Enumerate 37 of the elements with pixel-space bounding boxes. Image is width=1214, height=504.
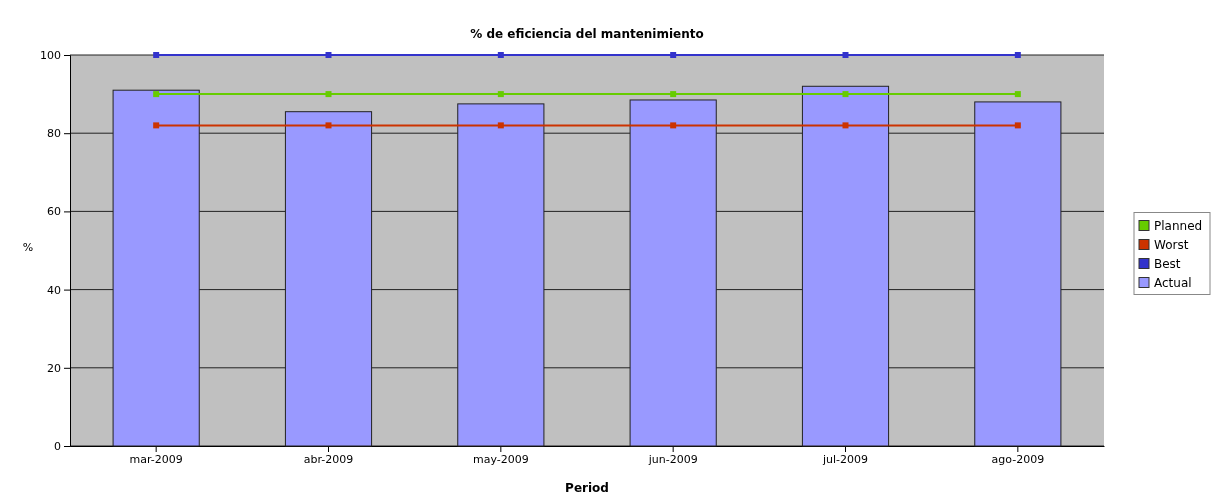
point bbox=[842, 52, 849, 58]
point bbox=[325, 52, 332, 58]
point bbox=[670, 91, 677, 98]
y-tick-label: 60 bbox=[47, 205, 61, 219]
point bbox=[1014, 52, 1021, 58]
y-tick-label: 100 bbox=[40, 49, 61, 63]
point bbox=[842, 91, 849, 98]
point bbox=[153, 52, 160, 58]
x-tick-label: may-2009 bbox=[472, 452, 529, 466]
point bbox=[670, 122, 677, 129]
point bbox=[153, 91, 160, 98]
x-tick-label: mar-2009 bbox=[129, 452, 183, 466]
legend-label: Worst bbox=[1154, 237, 1189, 252]
y-tick-label: 0 bbox=[54, 440, 61, 454]
x-tick-label: jun-2009 bbox=[647, 452, 698, 466]
y-tick-label: 20 bbox=[47, 361, 61, 375]
point bbox=[670, 52, 677, 58]
point bbox=[1014, 91, 1021, 98]
legend-label: Planned bbox=[1154, 218, 1203, 233]
y-axis-title: % bbox=[22, 240, 34, 254]
point bbox=[153, 122, 160, 129]
x-tick-label: ago-2009 bbox=[991, 452, 1045, 466]
point bbox=[1014, 122, 1021, 129]
legend-label: Best bbox=[1154, 256, 1181, 271]
y-tick-label: 80 bbox=[47, 127, 61, 141]
point bbox=[497, 122, 504, 129]
y-tick-label: 40 bbox=[47, 283, 61, 297]
point bbox=[842, 122, 849, 129]
point bbox=[325, 122, 332, 129]
x-axis-title: Period bbox=[565, 481, 609, 495]
legend-label: Actual bbox=[1154, 275, 1192, 290]
point bbox=[497, 52, 504, 58]
x-tick-label: jul-2009 bbox=[821, 452, 869, 466]
point bbox=[497, 91, 504, 98]
x-tick-label: abr-2009 bbox=[303, 452, 354, 466]
point bbox=[325, 91, 332, 98]
chart-title: % de eficiencia del mantenimiento bbox=[470, 27, 704, 41]
